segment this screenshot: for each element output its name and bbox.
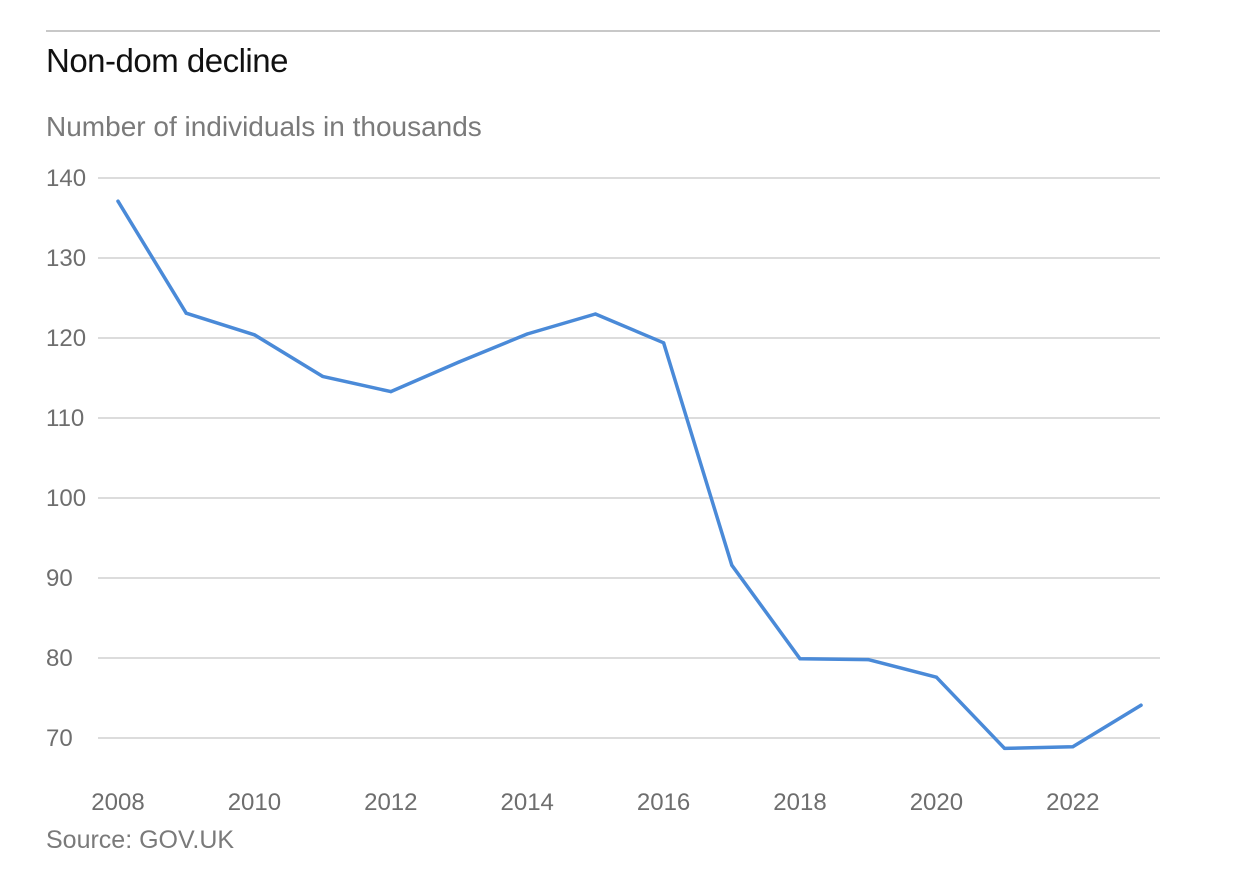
y-tick-label-120: 120: [46, 325, 86, 352]
x-tick-label-2018: 2018: [773, 789, 826, 816]
data-point-2015: [593, 312, 598, 316]
gridlines: [98, 177, 1160, 739]
x-tick-label-2016: 2016: [637, 789, 690, 816]
y-tick-label-80: 80: [46, 645, 73, 672]
y-axis-ticks: 70 80 90 100 110 120 130 140: [46, 165, 86, 752]
x-tick-label-2020: 2020: [910, 789, 963, 816]
x-tick-label-2014: 2014: [501, 789, 554, 816]
data-point-2019: [866, 658, 870, 662]
data-point-2022: [1071, 745, 1075, 749]
data-point-2011: [321, 374, 325, 378]
chart-subtitle: Number of individuals in thousands: [46, 111, 482, 142]
data-point-2017: [730, 563, 734, 567]
data-point-2014: [525, 332, 529, 336]
data-point-2013: [457, 360, 461, 364]
x-tick-label-2022: 2022: [1046, 789, 1099, 816]
y-tick-label-70: 70: [46, 725, 73, 752]
data-point-2012: [389, 390, 393, 394]
x-tick-label-2010: 2010: [228, 789, 281, 816]
data-point-2009: [184, 311, 188, 315]
y-tick-label-140: 140: [46, 165, 86, 192]
data-point-2023: [1139, 703, 1143, 707]
source-note: Source: GOV.UK: [46, 826, 235, 854]
top-rule: [46, 30, 1160, 32]
x-axis-ticks: 2008 2010 2012 2014 2016 2018 2020 2022: [91, 789, 1099, 816]
x-tick-label-2012: 2012: [364, 789, 417, 816]
chart-title: Non-dom decline: [46, 42, 288, 79]
y-tick-label-90: 90: [46, 565, 73, 592]
data-point-2008: [116, 199, 120, 203]
y-tick-label-100: 100: [46, 485, 86, 512]
x-tick-label-2008: 2008: [91, 789, 144, 816]
data-point-2020: [934, 675, 939, 679]
data-point-2021: [1003, 746, 1007, 751]
data-point-2016: [662, 341, 666, 345]
y-tick-label-130: 130: [46, 245, 86, 272]
data-point-2018: [798, 657, 802, 661]
series-layer: [116, 199, 1143, 751]
y-tick-label-110: 110: [46, 405, 84, 432]
series-line-0: [116, 199, 1143, 751]
data-point-2010: [252, 333, 256, 337]
